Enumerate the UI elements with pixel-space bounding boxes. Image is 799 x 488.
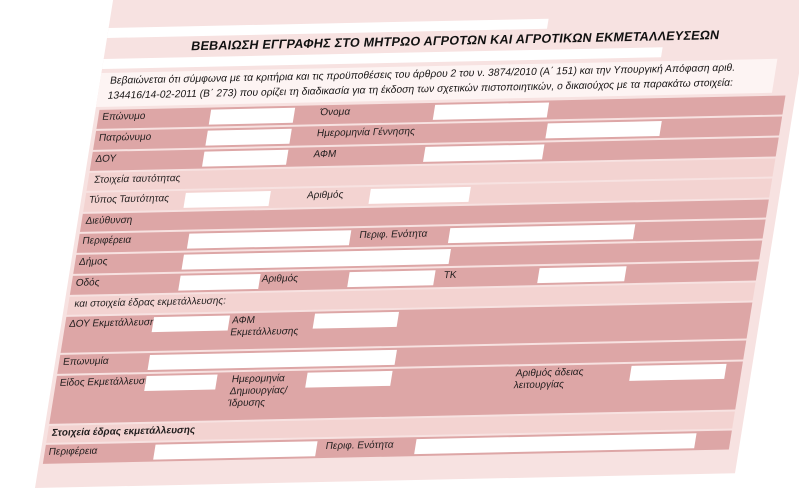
field-arithmos-taytotitas-input[interactable] [368,186,471,204]
field-arithmos-adeias-label: Αριθμός άδειας λειτουργίας [512,366,585,392]
field-afm-label: ΑΦΜ [312,148,338,161]
field-arithmos-odou-label: Αριθμός [260,273,299,285]
field-arithmos-odou-input[interactable] [347,270,436,288]
field-eidos-ekmetalleysis-label: Είδος Εκμετάλλευσης [58,375,157,389]
screenshot-root: { "colors": { "page_pink": "#f7e2e1", "r… [35,0,799,488]
field-arithmos-adeias-input[interactable] [629,363,727,381]
field-imerominia-dimiourgias-input[interactable] [305,370,393,388]
field-perifereia-label: Περιφέρεια [81,234,133,247]
field-edra-perif-enotita-input[interactable] [414,433,697,455]
field-patronymo-input[interactable] [205,128,292,146]
field-patronymo-label: Πατρώνυμο [98,131,153,144]
field-perif-enotita-input[interactable] [447,224,636,244]
field-afm-input[interactable] [423,144,545,162]
field-eponymo-label: Επώνυμο [101,110,147,123]
field-eponymia-input[interactable] [147,349,397,371]
field-imerominia-gennisis-input[interactable] [545,121,662,139]
certificate-form-sheet: ΒΕΒΑΙΩΣΗ ΕΓΓΡΑΦΗΣ ΣΤΟ ΜΗΤΡΩΟ ΑΓΡΟΤΩΝ ΚΑΙ… [35,0,799,488]
field-imerominia-dimiourgias-label: Ημερομηνία Δημιουργίας/ Ίδρυσης [227,373,289,410]
field-arithmos-taytotitas-label: Αριθμός [306,189,345,202]
section-identity-label: Στοιχεία ταυτότητας [93,172,182,186]
field-onoma-input[interactable] [432,102,550,120]
field-doy-ekmetalleysis-label: ΔΟΥ Εκμετάλλευσης [68,316,162,330]
field-eidos-ekmetalleysis-input[interactable] [144,374,218,392]
field-typos-taytotitas-input[interactable] [183,191,271,208]
field-perifereia-input[interactable] [186,230,352,249]
field-odos-label: Οδός [74,277,101,289]
field-eponymia-label: Επωνυμία [62,355,110,368]
field-imerominia-gennisis-label: Ημερομηνία Γέννησης [316,126,416,140]
field-afm-ekmetalleysis-input[interactable] [312,311,400,329]
field-edra-perif-enotita-label: Περιφ. Ενότητα [324,439,395,453]
field-doy-input[interactable] [202,149,289,167]
field-dimos-label: Δήμος [78,256,109,268]
field-edra-perifereia-input[interactable] [153,441,318,460]
field-edra-perifereia-label: Περιφέρεια [47,445,99,458]
field-doy-label: ΔΟΥ [94,153,118,165]
field-typos-taytotitas-label: Τύπος Ταυτότητας [88,193,170,206]
field-dimos-input[interactable] [181,249,451,270]
field-perif-enotita-label: Περιφ. Ενότητα [358,228,429,242]
field-tk-label: ΤΚ [442,269,458,282]
field-onoma-label: Όνομα [319,106,352,119]
field-odos-input[interactable] [178,273,261,291]
field-eponymo-input[interactable] [208,107,296,125]
field-afm-ekmetalleysis-label: ΑΦΜ Εκμετάλλευσης [229,314,300,339]
section-holding-intro-label: και στοιχεία έδρας εκμετάλλευσης: [73,295,227,310]
section-address-label: Διεύθυνση [84,214,134,227]
field-tk-input[interactable] [537,266,627,284]
field-doy-ekmetalleysis-input[interactable] [151,315,231,333]
section-holding-seat-label: Στοιχεία έδρας εκμετάλλευσης [50,424,196,439]
